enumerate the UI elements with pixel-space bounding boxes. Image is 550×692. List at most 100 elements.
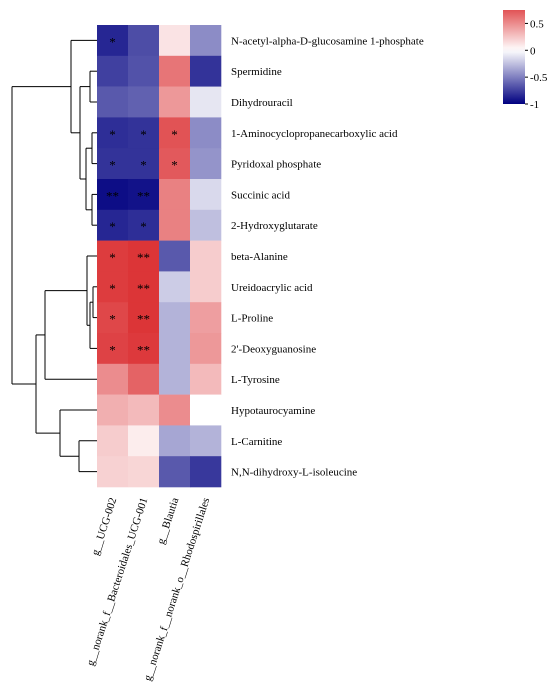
heatmap-cell xyxy=(97,302,129,334)
heatmap-cell xyxy=(190,240,222,272)
column-labels: g__UCG-002g__norank_f__Bacteroidales_UCG… xyxy=(85,496,213,682)
heatmap-cell xyxy=(190,425,222,457)
heatmap-cell xyxy=(97,425,129,457)
significance-star: * xyxy=(109,219,116,234)
column-label: g__UCG-002 xyxy=(89,496,119,557)
heatmap-cell xyxy=(159,148,191,180)
heatmap-cell xyxy=(159,240,191,272)
significance-star: ** xyxy=(137,250,150,265)
column-label: g__Blautia xyxy=(155,496,181,546)
heatmap-cell xyxy=(97,333,129,365)
heatmap-cell xyxy=(97,209,129,241)
row-label: 2-Hydroxyglutarate xyxy=(231,220,318,232)
heatmap-cell xyxy=(97,271,129,303)
heatmap-cell xyxy=(97,117,129,149)
heatmap-cell xyxy=(159,363,191,395)
heatmap-cell xyxy=(159,86,191,118)
row-label: Succinic acid xyxy=(231,189,290,201)
colorbar-legend: 0.5 0 -0.5 -1 xyxy=(503,10,548,111)
heatmap-cell xyxy=(190,86,222,118)
heatmap-cell xyxy=(128,302,160,334)
heatmap-cell xyxy=(128,271,160,303)
column-label: g__norank_f__Bacteroidales_UCG-001 xyxy=(85,496,151,667)
heatmap-cell xyxy=(128,394,160,426)
significance-star: ** xyxy=(137,188,150,203)
significance-star: * xyxy=(109,312,116,327)
heatmap-cell xyxy=(190,179,222,211)
heatmap-cell xyxy=(128,117,160,149)
row-label: beta-Alanine xyxy=(231,251,288,263)
significance-star: * xyxy=(109,281,116,296)
colorbar-tick-label: -1 xyxy=(530,99,539,111)
significance-star: * xyxy=(109,342,116,357)
heatmap-cell xyxy=(159,117,191,149)
colorbar-tick-label: -0.5 xyxy=(530,72,548,84)
significance-star: ** xyxy=(137,342,150,357)
heatmap-cell xyxy=(159,179,191,211)
row-label: L-Carnitine xyxy=(231,436,282,448)
heatmap-cell xyxy=(190,55,222,87)
significance-stars: ** * ** * *** *** ** *** *** *** ** xyxy=(106,34,178,357)
heatmap-cell xyxy=(97,456,129,488)
heatmap-cell xyxy=(159,333,191,365)
heatmap-cell xyxy=(190,456,222,488)
heatmap-cell xyxy=(128,333,160,365)
heatmap-cell xyxy=(190,148,222,180)
colorbar-tick-label: 0 xyxy=(530,45,536,57)
heatmap-cell xyxy=(159,271,191,303)
heatmap-cells xyxy=(97,25,222,488)
heatmap-cell xyxy=(97,148,129,180)
heatmap-cell xyxy=(97,240,129,272)
heatmap-cell xyxy=(128,425,160,457)
heatmap-cell xyxy=(159,25,191,57)
row-dendrogram xyxy=(11,39,97,473)
heatmap-cell xyxy=(97,86,129,118)
heatmap-cell xyxy=(128,456,160,488)
significance-star: * xyxy=(109,127,116,142)
heatmap-cell xyxy=(190,209,222,241)
significance-star: * xyxy=(171,127,178,142)
row-label: L-Tyrosine xyxy=(231,374,280,386)
heatmap-cell xyxy=(190,394,222,426)
heatmap-cell xyxy=(159,209,191,241)
significance-star: * xyxy=(171,158,178,173)
significance-star: * xyxy=(109,250,116,265)
significance-star: * xyxy=(140,127,147,142)
heatmap-cell xyxy=(97,25,129,57)
heatmap-cell xyxy=(97,394,129,426)
significance-star: * xyxy=(140,158,147,173)
heatmap-cell xyxy=(128,209,160,241)
row-labels: N-acetyl-alpha-D-glucosamine 1-phosphate… xyxy=(231,35,424,478)
heatmap-cell xyxy=(159,394,191,426)
heatmap-cell xyxy=(128,179,160,211)
heatmap-cell xyxy=(128,148,160,180)
column-label: g__norank_f__norank_o__Rhodospirillales xyxy=(142,496,213,682)
heatmap-cell xyxy=(190,363,222,395)
heatmap-cell xyxy=(159,302,191,334)
heatmap-cell xyxy=(128,25,160,57)
heatmap-cell xyxy=(97,363,129,395)
row-label: Spermidine xyxy=(231,66,282,78)
significance-star: * xyxy=(140,219,147,234)
row-label: 2'-Deoxyguanosine xyxy=(231,343,316,355)
heatmap-cell xyxy=(128,363,160,395)
heatmap-cell xyxy=(97,179,129,211)
significance-star: ** xyxy=(137,281,150,296)
colorbar-tick-label: 0.5 xyxy=(530,18,544,30)
heatmap-cell xyxy=(190,302,222,334)
heatmap-cell xyxy=(190,333,222,365)
row-label: Ureidoacrylic acid xyxy=(231,282,313,294)
colorbar-gradient xyxy=(503,10,525,104)
heatmap-cell xyxy=(190,271,222,303)
row-label: N,N-dihydroxy-L-isoleucine xyxy=(231,467,357,479)
significance-star: ** xyxy=(106,188,119,203)
significance-star: * xyxy=(109,34,116,49)
heatmap-cell xyxy=(128,86,160,118)
row-label: N-acetyl-alpha-D-glucosamine 1-phosphate xyxy=(231,35,424,47)
row-label: 1-Aminocyclopropanecarboxylic acid xyxy=(231,128,398,140)
heatmap-cell xyxy=(159,456,191,488)
heatmap-cell xyxy=(159,425,191,457)
row-label: Pyridoxal phosphate xyxy=(231,159,321,171)
significance-star: ** xyxy=(137,312,150,327)
